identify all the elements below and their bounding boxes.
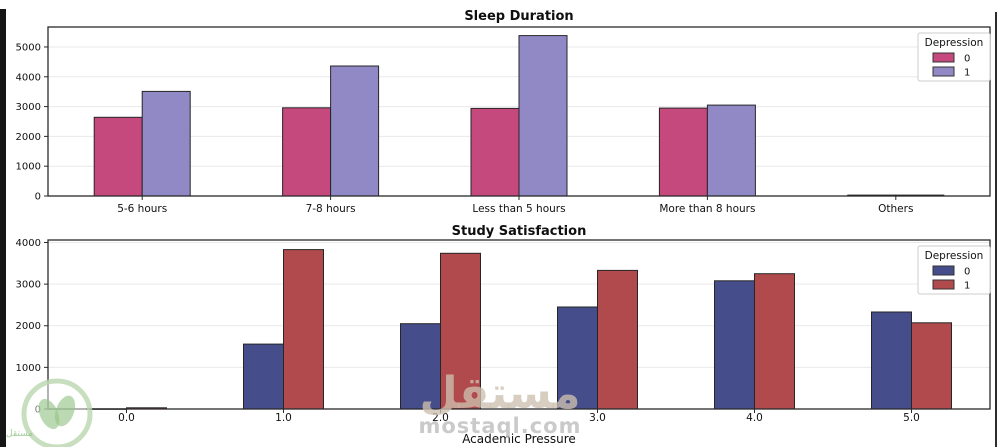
bar-2.0-dep0 (400, 323, 441, 410)
axes-frame (47, 239, 991, 410)
logo-wordmark: مستقل (6, 429, 33, 439)
chart-1: 0 1000 2000 3000 4000 5000 5-6 hours 7-8 hours L… (16, 9, 991, 215)
legend-label: 1 (964, 281, 970, 292)
y-tick-label: 1000 (16, 363, 41, 374)
y-tick-label: 0 (35, 405, 41, 416)
legend-label: 1 (964, 68, 970, 79)
y-tick-label: 1000 (16, 162, 41, 173)
y-tick-label: 2000 (16, 321, 41, 332)
bar-Less-than-5-hours-dep1 (518, 35, 568, 197)
x-tick-label: 7-8 hours (306, 203, 356, 215)
y-tick-label: 3000 (16, 280, 41, 291)
bar-5.0-dep0 (871, 311, 912, 410)
x-tick-label: 4.0 (746, 412, 763, 424)
chart-2: 0 1000 2000 3000 4000 0.0 1.0 2.0 3.0 4.0 5.0 Study… (16, 224, 991, 446)
bar-More-than-8-hours-dep0 (658, 107, 708, 197)
right-frame-line (995, 12, 997, 447)
y-tick-label: 0 (35, 192, 41, 203)
bar-Less-than-5-hours-dep0 (470, 107, 520, 197)
bar-5.0-dep1 (911, 322, 952, 410)
bar-1.0-dep0 (243, 343, 284, 410)
bar-7-8-hours-dep1 (330, 65, 380, 197)
legend-label: 0 (964, 54, 970, 65)
x-tick-label: 5-6 hours (117, 203, 167, 215)
y-tick-label: 4000 (16, 72, 41, 83)
x-tick-label: Less than 5 hours (472, 203, 565, 215)
bar-3.0-dep0 (557, 306, 598, 410)
legend-title: Depression (925, 37, 984, 49)
x-tick-label: 1.0 (275, 412, 292, 424)
bar-2.0-dep1 (440, 252, 481, 410)
legend-swatch-0 (932, 265, 955, 276)
bar-More-than-8-hours-dep1 (706, 104, 756, 197)
y-tick-label: 5000 (16, 42, 41, 53)
y-tick-label: 2000 (16, 132, 41, 143)
x-tick-label: Others (878, 203, 913, 215)
bar-1.0-dep1 (283, 249, 324, 410)
bar-4.0-dep1 (754, 273, 795, 410)
legend-title: Depression (925, 250, 984, 262)
x-tick-label: More than 8 hours (659, 203, 755, 215)
bar-3.0-dep1 (597, 269, 638, 410)
bar-5-6-hours-dep1 (141, 90, 191, 197)
x-axis-label: Academic Pressure (462, 432, 576, 446)
y-tick-label: 3000 (16, 102, 41, 113)
legend-label: 0 (964, 267, 970, 278)
x-tick-label: 2.0 (432, 412, 449, 424)
chart-title: Sleep Duration (464, 9, 573, 24)
bar-5-6-hours-dep0 (93, 116, 143, 197)
legend-swatch-1 (932, 66, 955, 77)
bar-7-8-hours-dep0 (282, 107, 332, 197)
x-tick-label: 5.0 (903, 412, 920, 424)
leaf-circle-logo-icon (21, 378, 93, 447)
chart-title: Study Satisfaction (452, 224, 587, 239)
legend-swatch-1 (932, 279, 955, 290)
left-frame-bar (0, 9, 6, 447)
bar-4.0-dep0 (714, 280, 755, 410)
x-tick-label: 3.0 (589, 412, 606, 424)
x-tick-label: 0.0 (118, 412, 135, 424)
legend-swatch-0 (932, 52, 955, 63)
y-tick-label: 4000 (16, 238, 41, 249)
